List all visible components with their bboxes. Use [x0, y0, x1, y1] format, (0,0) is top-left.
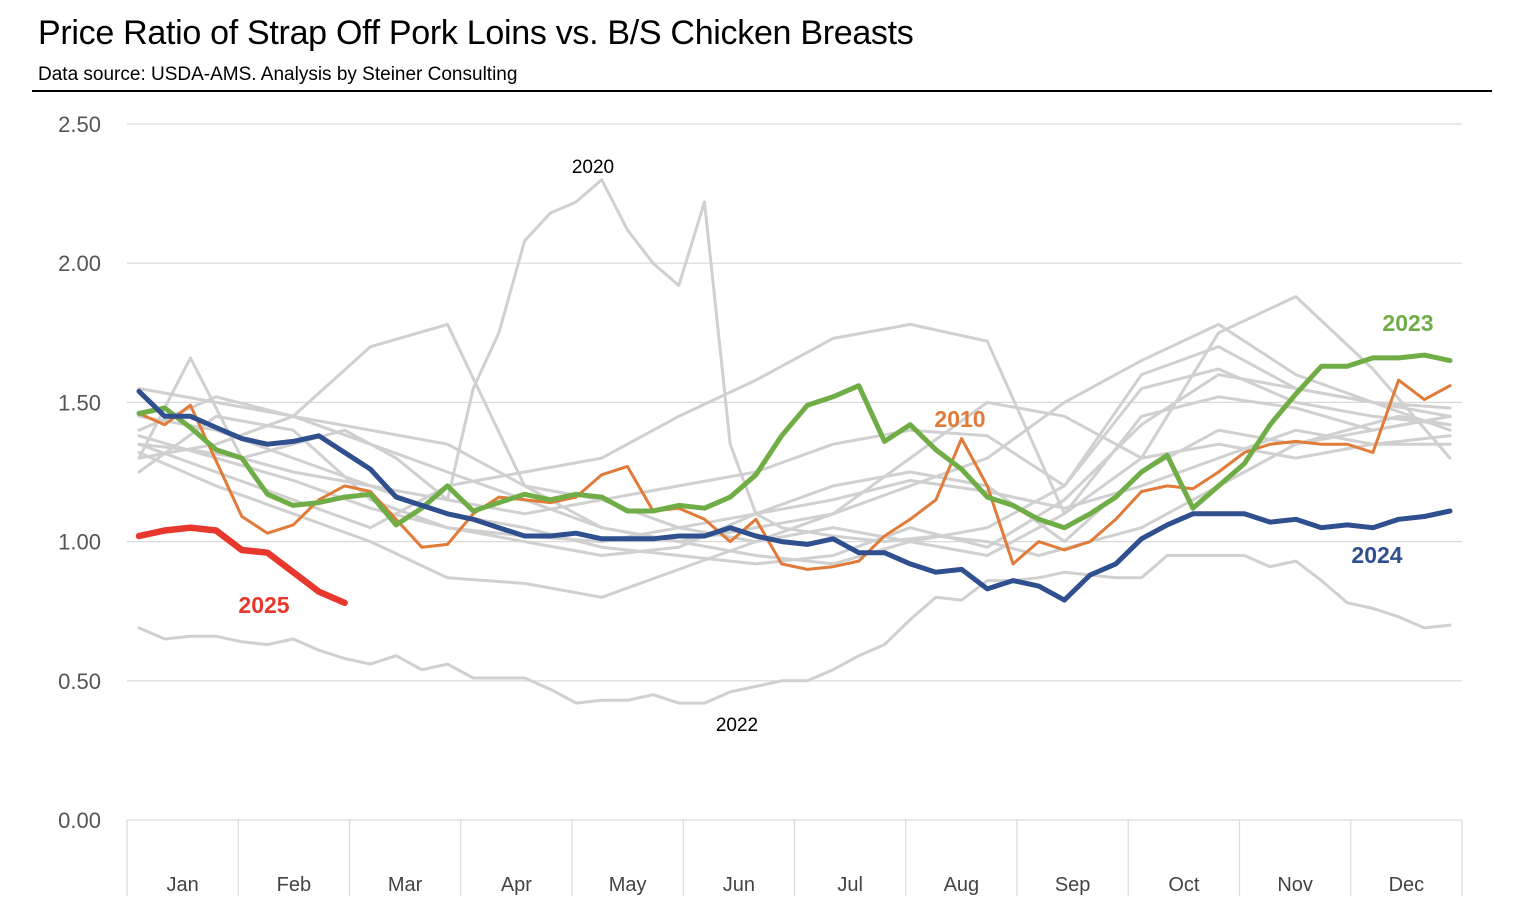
series-line-other-year — [137, 434, 1452, 599]
series-line-other-year — [137, 428, 1452, 544]
x-tick-label: Jul — [837, 874, 863, 896]
x-tick-label: May — [609, 874, 647, 896]
series-line-2022 — [137, 554, 1452, 705]
gridlines — [126, 123, 1463, 896]
y-axis-ticks: 0.00 0.50 1.00 1.50 2.00 2.50 — [58, 112, 101, 833]
series-label-2024: 2024 — [1351, 542, 1402, 568]
x-tick-label: Jun — [723, 874, 755, 896]
x-axis-ticks: Jan Feb Mar Apr May Jun Jul Aug Sep Oct Nov Dec — [167, 874, 1425, 896]
chart-title: Price Ratio of Strap Off Pork Loins vs. … — [38, 14, 914, 52]
background-series — [137, 178, 1452, 705]
series-line-other-year — [137, 295, 1452, 544]
x-tick-label: Sep — [1055, 874, 1091, 896]
title-divider — [32, 90, 1492, 92]
x-tick-label: Nov — [1277, 874, 1313, 896]
x-tick-label: Dec — [1389, 874, 1425, 896]
y-tick-label: 1.00 — [58, 530, 101, 555]
series-label-2025: 2025 — [238, 592, 289, 618]
series-label-2023: 2023 — [1382, 310, 1433, 336]
y-tick-label: 2.50 — [58, 112, 101, 137]
series-labels: 2010 2020 2022 2023 2024 2025 — [238, 157, 1433, 736]
chart-subtitle: Data source: USDA-AMS. Analysis by Stein… — [38, 64, 518, 85]
series-line-2025 — [135, 524, 348, 607]
series-line-other-year — [137, 322, 1452, 530]
y-tick-label: 0.50 — [58, 669, 101, 694]
y-tick-label: 2.00 — [58, 251, 101, 276]
x-tick-label: Aug — [944, 874, 980, 896]
x-tick-label: Mar — [388, 874, 423, 896]
series-label-2020: 2020 — [572, 157, 614, 178]
series-line-other-year — [137, 373, 1452, 566]
y-tick-label: 0.00 — [58, 808, 101, 833]
series-line-2010 — [137, 378, 1452, 571]
x-tick-label: Jan — [167, 874, 199, 896]
series-label-2010: 2010 — [934, 406, 985, 432]
x-tick-label: Apr — [501, 874, 532, 896]
x-tick-label: Feb — [277, 874, 311, 896]
y-tick-label: 1.50 — [58, 390, 101, 415]
series-line-other-year — [137, 367, 1452, 502]
x-tick-label: Oct — [1168, 874, 1200, 896]
series-label-2022: 2022 — [716, 715, 758, 736]
series-line-2023 — [136, 352, 1453, 531]
series-line-2024 — [136, 388, 1453, 603]
series-line-2020 — [137, 178, 1452, 557]
highlight-series — [135, 352, 1453, 607]
